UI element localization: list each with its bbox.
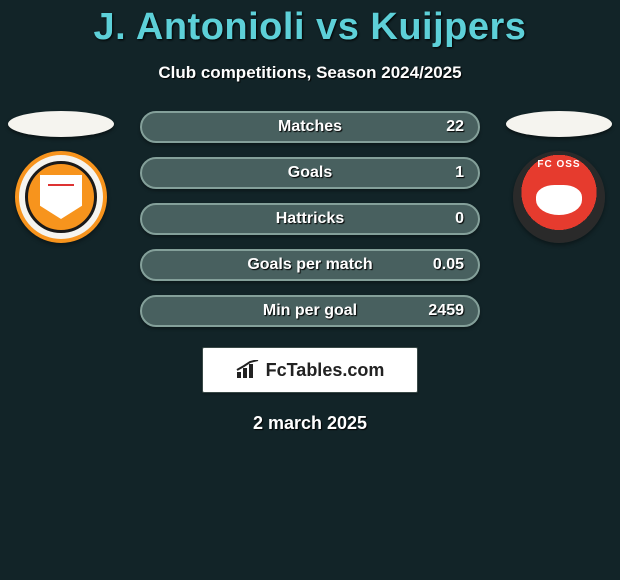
stat-row-matches: Matches 22 (140, 111, 480, 143)
club-badge-oss: FC OSS (513, 151, 605, 243)
stat-row-goals-per-match: Goals per match 0.05 (140, 249, 480, 281)
player-left (6, 111, 116, 243)
club-badge-volendam (15, 151, 107, 243)
brand-text: FcTables.com (266, 360, 385, 381)
date-text: 2 march 2025 (0, 413, 620, 434)
badge-oss-text: FC OSS (513, 159, 605, 170)
stat-right-value: 2459 (428, 302, 464, 320)
stat-label: Goals (288, 164, 332, 182)
brand-box[interactable]: FcTables.com (202, 347, 418, 393)
stat-right-value: 0.05 (433, 256, 464, 274)
stats-list: Matches 22 Goals 1 Hattricks 0 Goals per… (140, 111, 480, 327)
stat-label: Min per goal (263, 302, 357, 320)
comparison-area: FC OSS Matches 22 Goals 1 Hattricks 0 Go… (0, 111, 620, 434)
subtitle: Club competitions, Season 2024/2025 (0, 63, 620, 83)
bar-chart-icon (236, 360, 260, 380)
stat-right-value: 1 (455, 164, 464, 182)
stat-row-min-per-goal: Min per goal 2459 (140, 295, 480, 327)
stat-right-value: 0 (455, 210, 464, 228)
stat-right-value: 22 (446, 118, 464, 136)
stat-label: Hattricks (276, 210, 344, 228)
page-title: J. Antonioli vs Kuijpers (0, 0, 620, 49)
stat-row-goals: Goals 1 (140, 157, 480, 189)
stat-label: Goals per match (247, 256, 372, 274)
player-right: FC OSS (504, 111, 614, 243)
stat-row-hattricks: Hattricks 0 (140, 203, 480, 235)
player-right-photo-placeholder (506, 111, 612, 137)
player-left-photo-placeholder (8, 111, 114, 137)
stat-label: Matches (278, 118, 342, 136)
